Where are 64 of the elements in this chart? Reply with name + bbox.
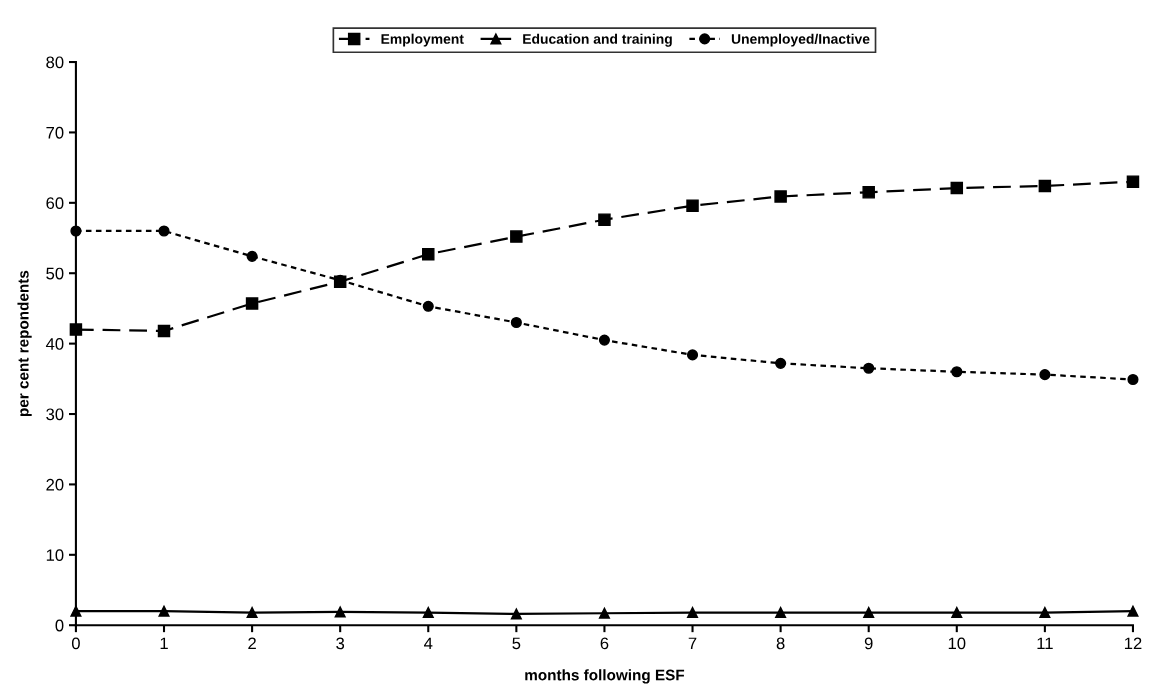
point	[245, 297, 259, 310]
x-tick-label: 11	[1037, 637, 1053, 650]
point	[775, 357, 787, 369]
y-axis-title: per cent repondents	[17, 270, 32, 417]
point	[1039, 369, 1051, 381]
point	[950, 181, 964, 195]
point	[598, 607, 610, 619]
point	[510, 230, 523, 243]
point	[862, 186, 875, 199]
point	[598, 213, 611, 226]
y-tick-label: 40	[45, 338, 64, 350]
x-tick-label: 8	[776, 637, 785, 650]
point	[422, 606, 434, 619]
point	[510, 316, 522, 329]
y-tick-label: 30	[46, 408, 64, 421]
x-tick-label: 9	[864, 637, 873, 650]
point	[246, 606, 258, 619]
y-tick-label: 80	[46, 56, 64, 69]
legend-label: Education and training	[523, 33, 672, 47]
x-tick-label: 4	[424, 637, 433, 650]
point	[510, 608, 522, 620]
legend-label: Employment	[381, 33, 464, 47]
point	[774, 190, 787, 203]
point	[951, 366, 963, 378]
x-tick-label: 0	[71, 637, 80, 650]
y-tick-label: 50	[46, 267, 64, 280]
point	[1127, 373, 1139, 386]
point	[863, 606, 875, 619]
point	[775, 606, 787, 619]
point	[598, 334, 610, 346]
point	[1127, 605, 1139, 617]
point	[70, 605, 82, 617]
x-tick-label: 2	[248, 637, 256, 650]
point	[69, 323, 83, 336]
y-tick-label: 60	[46, 197, 64, 210]
point	[422, 300, 434, 312]
x-tick-label: 12	[1124, 637, 1142, 650]
x-tick-label: 10	[948, 637, 966, 650]
y-tick-label: 0	[55, 619, 64, 632]
x-tick-label: 6	[600, 637, 609, 650]
point	[1039, 606, 1051, 619]
point	[158, 605, 170, 617]
point	[157, 324, 171, 338]
point	[951, 606, 963, 619]
y-tick-label: 10	[46, 549, 64, 562]
y-tick-label: 70	[46, 126, 64, 139]
x-tick-label: 1	[160, 637, 168, 650]
point	[246, 250, 258, 262]
point	[70, 225, 82, 237]
point	[686, 199, 699, 212]
x-axis-title: months following ESF	[525, 669, 685, 684]
point	[158, 225, 170, 237]
point	[334, 606, 346, 618]
point	[686, 349, 699, 361]
x-tick-label: 7	[688, 637, 697, 650]
point	[686, 606, 699, 619]
y-tick-label: 20	[46, 478, 64, 491]
point	[1126, 175, 1140, 188]
point	[863, 362, 875, 374]
point	[422, 247, 435, 261]
point	[1038, 179, 1052, 193]
legend-label: Unemployed/Inactive	[731, 33, 870, 47]
x-tick-label: 5	[512, 637, 521, 650]
x-tick-label: 3	[336, 637, 345, 650]
